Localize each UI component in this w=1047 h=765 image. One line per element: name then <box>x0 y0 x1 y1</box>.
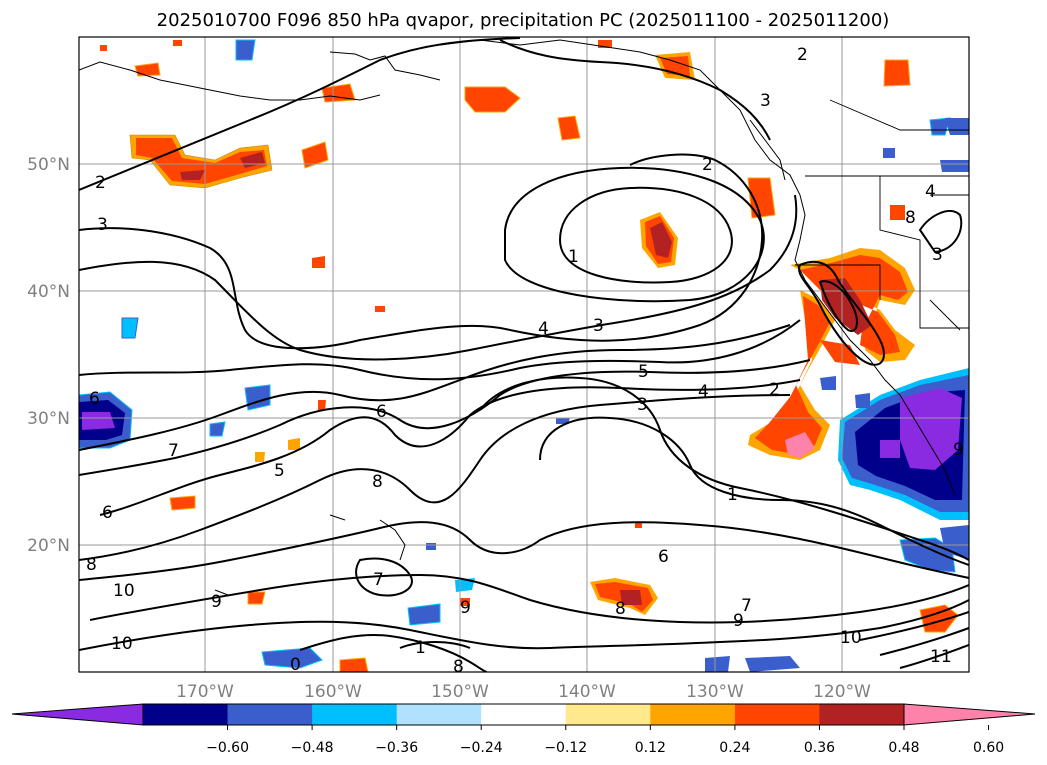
contour-label: 8 <box>86 555 97 575</box>
contour-label: 7 <box>741 596 752 616</box>
longitude-labels: 170°W 160°W 150°W 140°W 130°W 120°W <box>176 682 871 702</box>
lon-label: 130°W <box>686 682 744 702</box>
contour-label: 8 <box>905 208 916 228</box>
contour-label: 3 <box>97 215 108 235</box>
colorbar-cell <box>734 704 820 725</box>
colorbar-tick-label: −0.24 <box>460 740 503 756</box>
contour-label: 5 <box>274 461 285 481</box>
lon-label: 120°W <box>813 682 871 702</box>
colorbar-tick-label: 0.12 <box>635 740 666 756</box>
lat-label: 30°N <box>27 409 70 429</box>
contour-label: 9 <box>733 611 744 631</box>
contour-label: 5 <box>638 362 649 382</box>
colorbar-cell <box>227 704 313 725</box>
precip-positive-shading <box>100 40 959 672</box>
colorbar-cell <box>312 704 398 725</box>
colorbar-cell <box>143 704 229 725</box>
contour-label: 9 <box>953 440 964 460</box>
contour-label: 1 <box>727 485 738 505</box>
lon-label: 140°W <box>558 682 616 702</box>
lon-label: 160°W <box>304 682 362 702</box>
state-borders <box>795 99 969 331</box>
contour-label: 10 <box>113 581 135 601</box>
contour-label: 10 <box>840 628 862 648</box>
colorbar-cell <box>396 704 482 725</box>
figure-title: 2025010700 F096 850 hPa qvapor, precipit… <box>157 10 890 31</box>
contour-label: 8 <box>372 472 383 492</box>
contour-label: 4 <box>698 382 709 402</box>
colorbar-tick-label: −0.48 <box>291 740 334 756</box>
lat-label: 20°N <box>27 536 70 556</box>
contour-label: 8 <box>453 657 464 677</box>
contour-label: 9 <box>460 598 471 618</box>
colorbar-cell <box>481 704 567 725</box>
contour-label: 3 <box>637 395 648 415</box>
colorbar-outline <box>142 703 905 726</box>
map-frame <box>78 36 970 673</box>
contour-label: 6 <box>658 547 669 567</box>
contour-label: 1 <box>415 638 426 658</box>
colorbar-tick-label: −0.60 <box>206 740 249 756</box>
contour-label: 4 <box>538 319 549 339</box>
contour-label: 4 <box>925 182 936 202</box>
latitude-labels: 50°N 40°N 30°N 20°N <box>27 155 70 556</box>
colorbar-tick-label: 0.48 <box>888 740 919 756</box>
coastlines <box>79 39 956 596</box>
lat-label: 40°N <box>27 282 70 302</box>
contour-label: 7 <box>168 441 179 461</box>
lat-label: 50°N <box>27 155 70 175</box>
qvapor-contour-labels: 2 2 2 3 3 3 1 1 4 4 4 3 3 5 5 6 6 6 6 7 <box>86 45 964 677</box>
lon-label: 170°W <box>176 682 234 702</box>
colorbar: −0.60 −0.48 −0.36 −0.24 −0.12 0.12 0.24 0.36 0.4… <box>11 703 1036 756</box>
contour-label: 0 <box>290 655 301 675</box>
precip-negative-shading <box>79 39 969 672</box>
contour-label: 3 <box>932 245 943 265</box>
colorbar-tick-label: 0.60 <box>973 740 1004 756</box>
contour-label: 6 <box>102 503 113 523</box>
colorbar-tick-label: 0.36 <box>804 740 835 756</box>
contour-label: 11 <box>930 647 952 667</box>
contour-label: 3 <box>760 91 771 111</box>
contour-label: 8 <box>615 599 626 619</box>
contour-label: 2 <box>95 173 106 193</box>
qvapor-contours <box>79 37 969 672</box>
contour-label: 2 <box>797 45 808 65</box>
colorbar-tick-label: −0.12 <box>544 740 587 756</box>
graticule <box>79 37 969 672</box>
contour-label: 6 <box>89 389 100 409</box>
colorbar-extend-low-fill <box>12 704 143 725</box>
lon-label: 150°W <box>431 682 489 702</box>
contour-label: 10 <box>111 634 133 654</box>
colorbar-cell <box>650 704 736 725</box>
colorbar-cell <box>819 704 905 725</box>
contour-label: 2 <box>769 380 780 400</box>
contour-label: 2 <box>702 155 713 175</box>
contour-label: 1 <box>568 247 579 267</box>
colorbar-cell <box>565 704 651 725</box>
colorbar-extend-high-fill <box>904 704 1035 725</box>
map-panel: 2 2 2 3 3 3 1 1 4 4 4 3 3 5 5 6 6 6 6 7 <box>78 36 970 677</box>
colorbar-tick-label: 0.24 <box>719 740 750 756</box>
contour-label: 3 <box>593 316 604 336</box>
map-background <box>79 37 969 672</box>
contour-label: 6 <box>376 402 387 422</box>
contour-label: 7 <box>373 570 384 590</box>
contour-label: 9 <box>211 592 222 612</box>
colorbar-tick-label: −0.36 <box>375 740 418 756</box>
